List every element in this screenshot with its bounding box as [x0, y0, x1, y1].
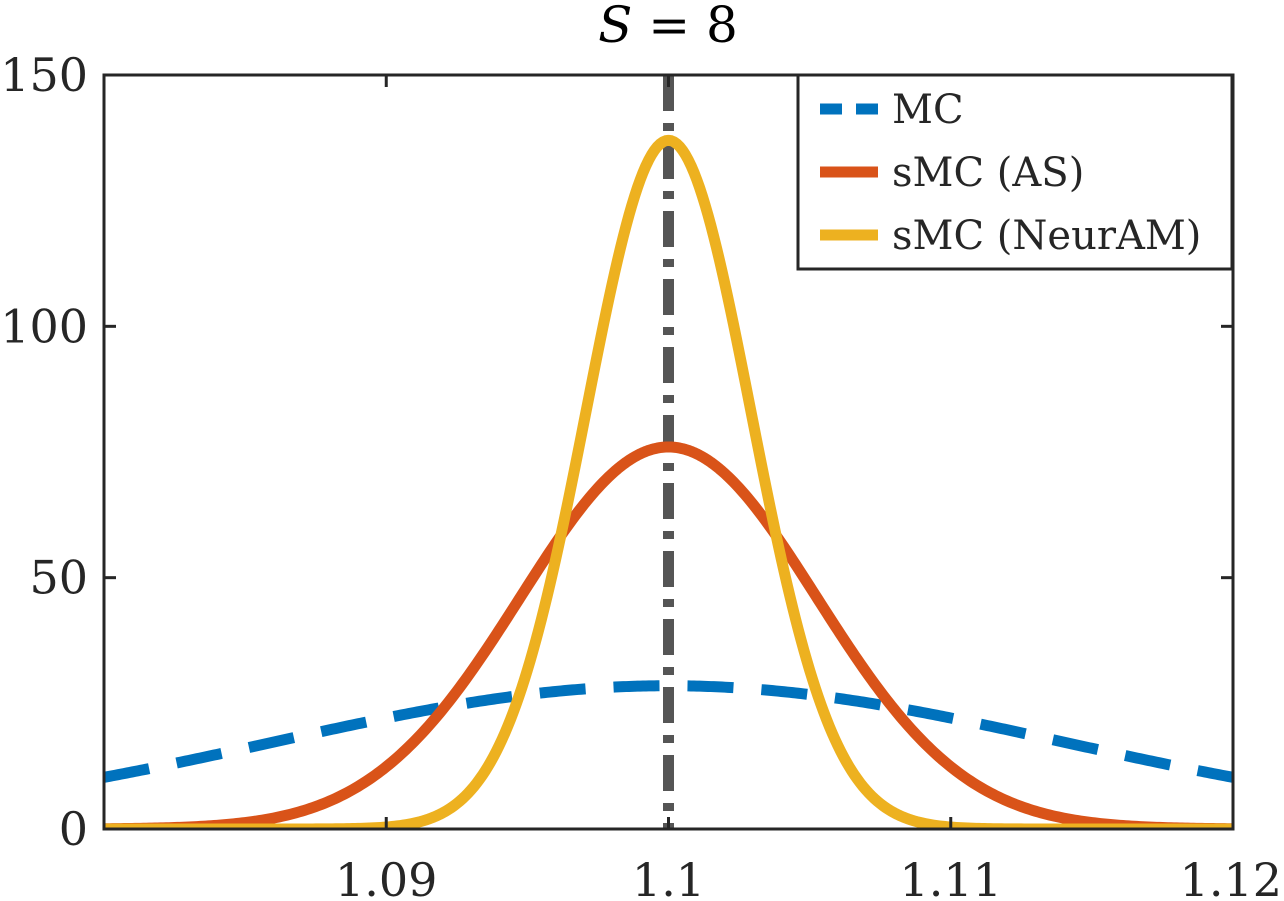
x-tick-label-2: 1.11 — [900, 853, 1002, 901]
chart-title: S = 8 — [598, 0, 738, 54]
y-tick-label-2: 100 — [0, 299, 88, 353]
legend-label-1: sMC (AS) — [892, 150, 1084, 196]
y-tick-label-3: 150 — [0, 48, 88, 102]
chart-title-rest: = 8 — [632, 0, 738, 54]
legend-label-2: sMC (NeurAM) — [892, 213, 1201, 259]
axes-frame — [102, 73, 1235, 831]
legend: MC sMC (AS) sMC (NeurAM) — [796, 73, 1234, 271]
x-tick-label-3: 1.12 — [1180, 853, 1282, 901]
x-tick-label-1: 1.1 — [632, 853, 705, 901]
y-tick-label-1: 50 — [29, 551, 88, 605]
y-tick-label-0: 0 — [59, 802, 88, 856]
axis-tick-labels: 1.09 1.1 1.11 1.12 0 50 100 150 — [0, 48, 1282, 901]
legend-label-0: MC — [892, 87, 964, 133]
x-tick-label-0: 1.09 — [335, 853, 437, 901]
series-line-smc-as — [104, 441, 1233, 829]
series-line-mc — [104, 680, 1233, 783]
chart-title-variable: S — [598, 0, 632, 54]
